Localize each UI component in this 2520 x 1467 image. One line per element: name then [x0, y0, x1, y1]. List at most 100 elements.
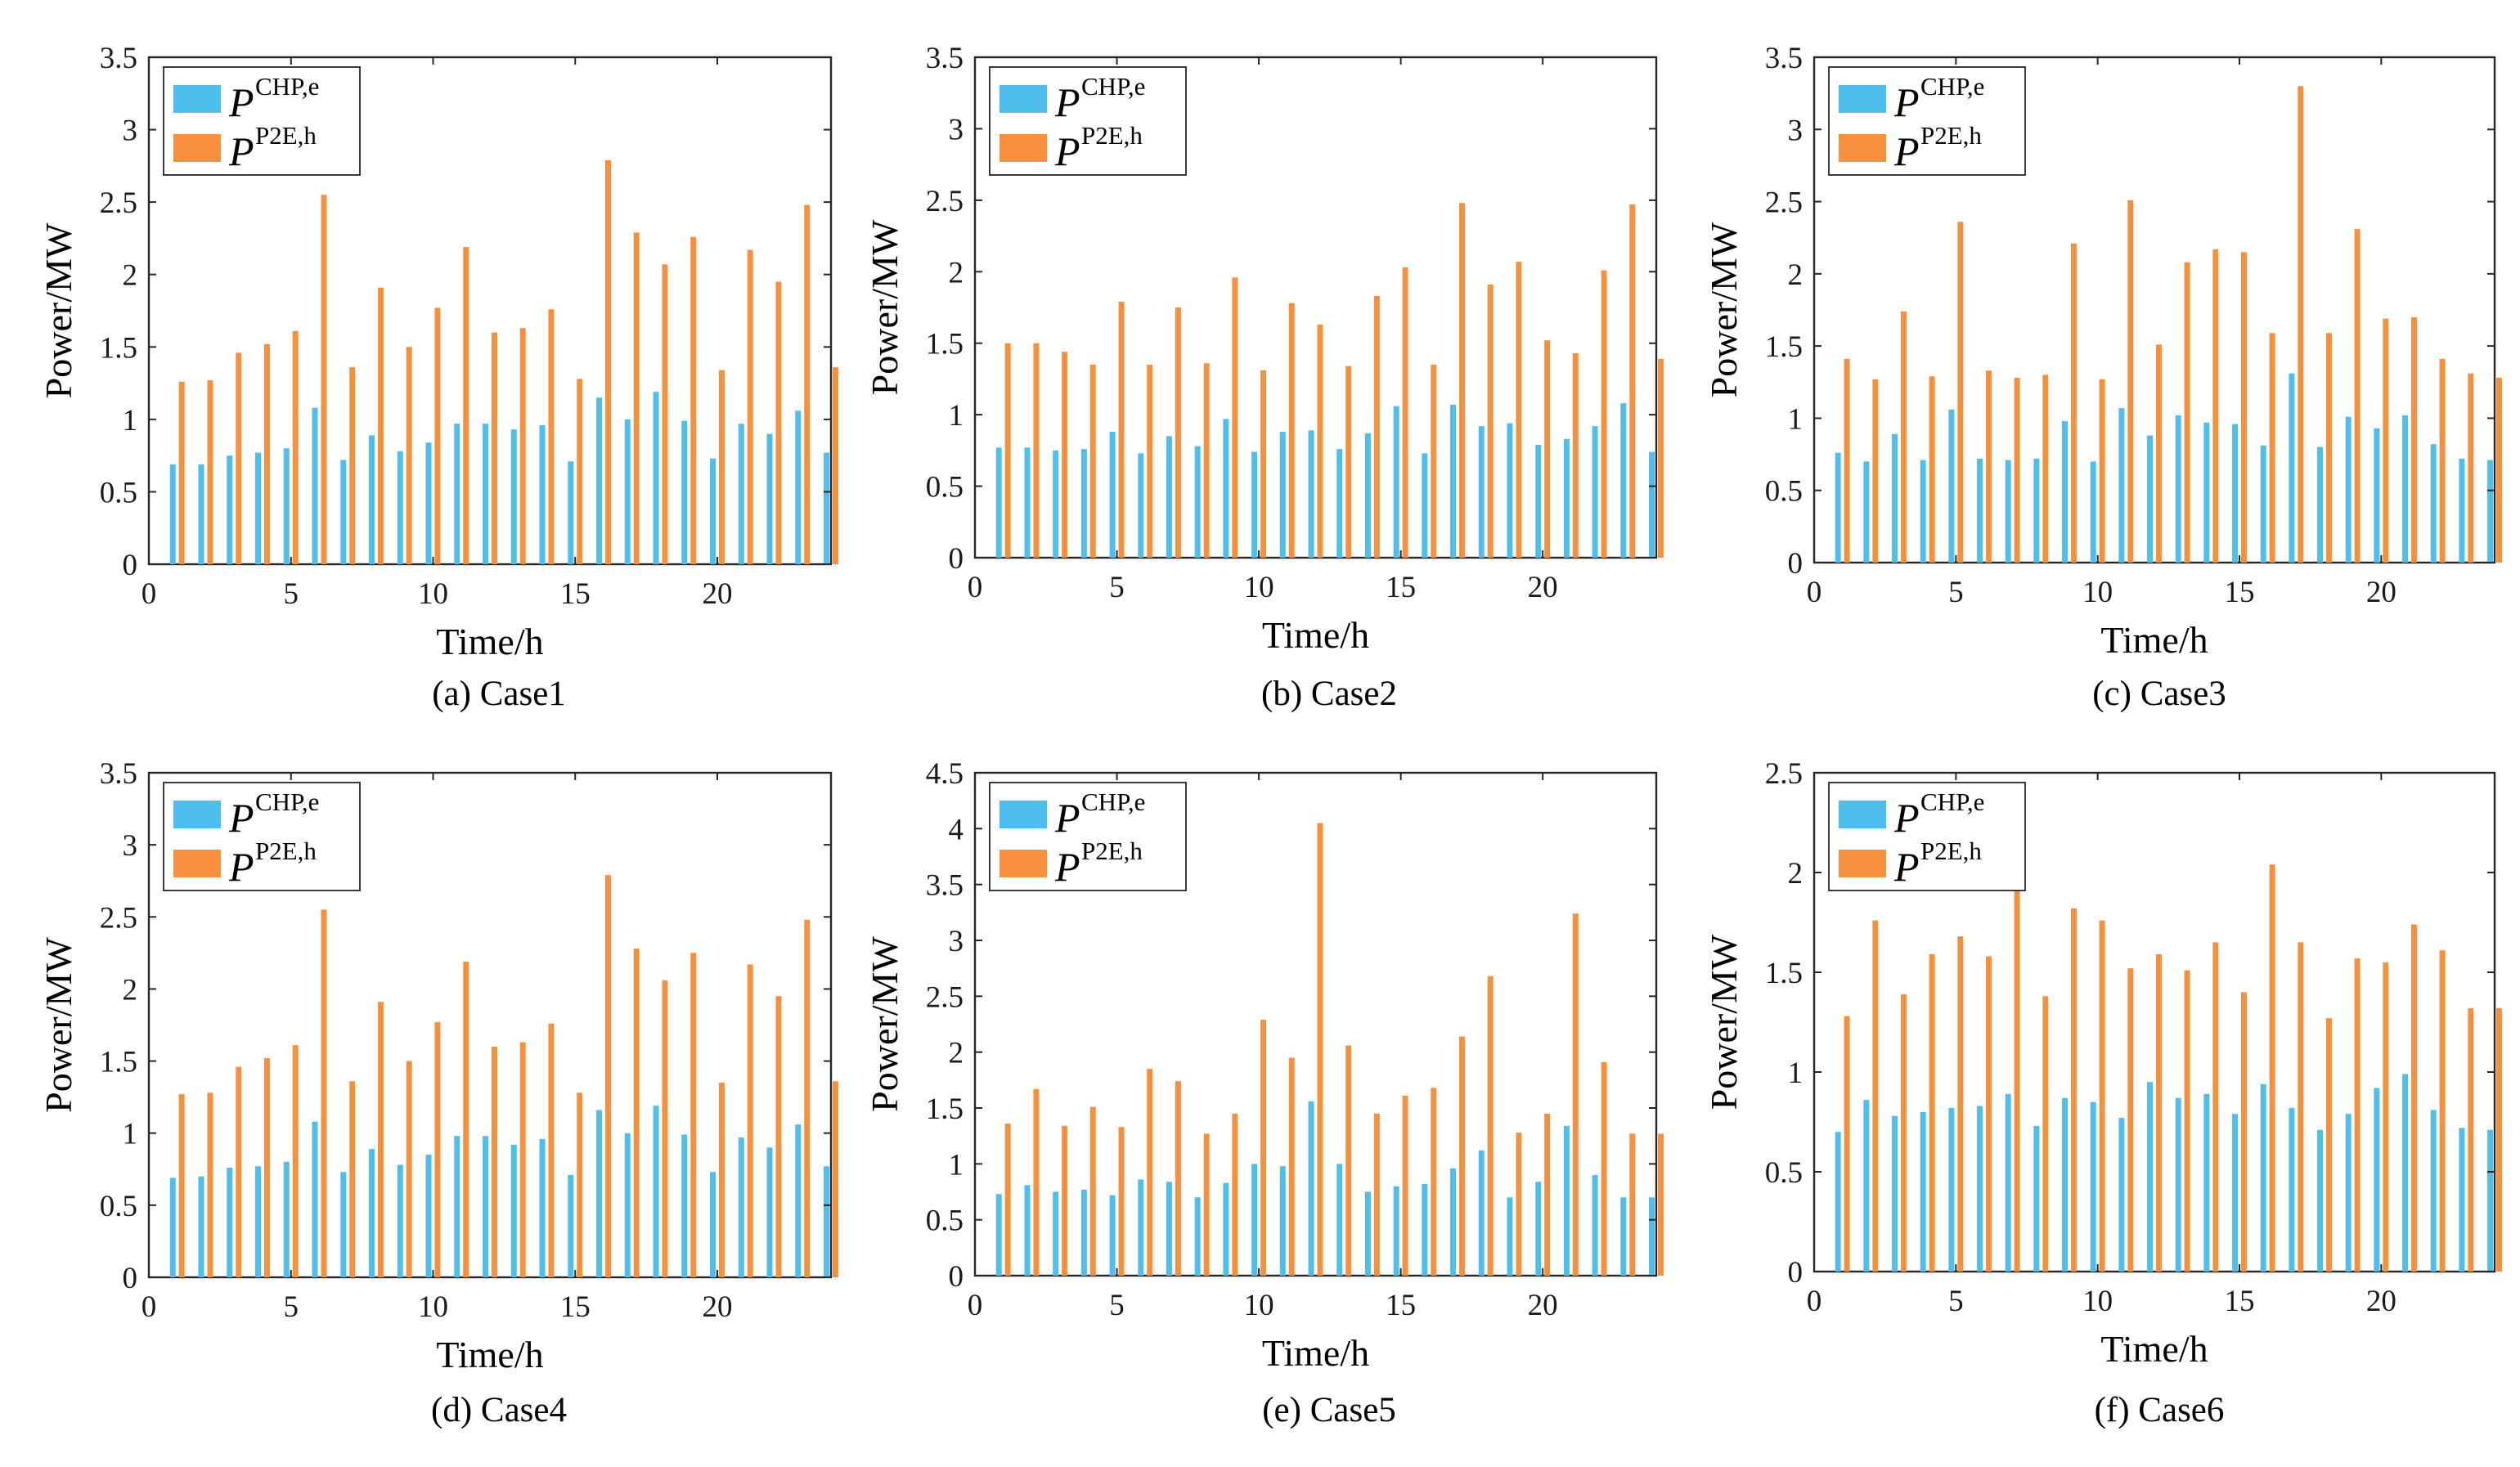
panel-caption: (f) Case6 [2095, 1391, 2225, 1429]
bar-p2e-t8 [2042, 996, 2049, 1272]
bar-chp-t16 [596, 1110, 602, 1277]
bar-p2e-t21 [1572, 913, 1579, 1276]
y-tick-label: 2.5 [100, 901, 137, 935]
bar-p2e-t22 [2439, 950, 2446, 1272]
bar-p2e-t20 [1544, 340, 1551, 558]
legend-label-p2e: P2E,h [1081, 121, 1143, 150]
bar-chp-t12 [2147, 435, 2153, 563]
bar-p2e-t7 [349, 1081, 356, 1277]
bar-chp-t14 [2203, 1093, 2210, 1272]
y-axis-label: Power/MW [864, 936, 905, 1112]
x-tick-label: 0 [1807, 1285, 1822, 1318]
legend-swatch-p2e [173, 850, 221, 877]
bar-chp-t18 [1478, 426, 1485, 558]
x-tick-label: 5 [1109, 1289, 1125, 1322]
y-tick-label: 3.5 [100, 42, 137, 75]
bar-chp-t18 [1478, 1150, 1485, 1276]
bar-p2e-t16 [1431, 364, 1437, 558]
bar-p2e-t5 [1118, 1127, 1125, 1276]
legend-symbol-p2e: P [1054, 128, 1080, 174]
bar-chp-t8 [2033, 1125, 2040, 1272]
bar-p2e-t10 [434, 307, 441, 564]
bar-p2e-t22 [1601, 1061, 1607, 1276]
bar-chp-t20 [710, 458, 716, 564]
y-axis-label: Power/MW [1703, 222, 1745, 397]
bar-p2e-t17 [1459, 203, 1465, 558]
legend-label-chp: CHP,e [1920, 72, 1984, 101]
legend-label-p2e: P2E,h [1920, 121, 1982, 150]
bar-p2e-t8 [1203, 363, 1210, 558]
legend-symbol-p2e: P [1893, 844, 1920, 890]
bar-chp-t8 [369, 1149, 375, 1277]
bar-chp-t14 [1364, 1191, 1371, 1276]
bar-chp-t12 [1308, 430, 1314, 558]
bar-p2e-t5 [1118, 302, 1125, 558]
y-tick-label: 3.5 [1765, 42, 1803, 75]
y-tick-label: 2 [123, 259, 138, 293]
y-tick-label: 0.5 [100, 476, 137, 509]
bar-p2e-t6 [1986, 956, 1992, 1272]
bar-chp-t13 [1336, 1164, 1343, 1276]
bar-p2e-t1 [178, 381, 185, 564]
bar-p2e-t6 [1147, 364, 1153, 558]
bar-p2e-t14 [1373, 296, 1380, 558]
bar-p2e-t21 [2411, 924, 2417, 1272]
bar-chp-t11 [454, 424, 460, 564]
bar-p2e-t19 [2354, 958, 2361, 1272]
panel-caption: (b) Case2 [1261, 675, 1397, 713]
bar-chp-t3 [227, 455, 233, 564]
bar-p2e-t15 [1402, 1095, 1408, 1276]
bar-chp-t5 [1948, 409, 1955, 563]
y-tick-label: 0.5 [100, 1190, 137, 1223]
bar-p2e-t4 [264, 1058, 270, 1277]
bar-p2e-t5 [1957, 222, 1964, 563]
x-tick-label: 15 [1386, 571, 1416, 604]
bar-p2e-t9 [406, 347, 412, 564]
bar-chp-t23 [795, 1124, 802, 1277]
bar-p2e-t13 [1345, 366, 1352, 558]
bar-p2e-t14 [2212, 942, 2219, 1272]
y-tick-label: 1 [123, 1118, 138, 1151]
bar-p2e-t15 [2241, 992, 2247, 1272]
y-tick-label: 0 [949, 1260, 964, 1294]
bar-p2e-t17 [2298, 86, 2304, 563]
bar-chp-t11 [454, 1136, 460, 1277]
bar-chp-t10 [425, 1155, 432, 1277]
bar-chp-t8 [2033, 458, 2040, 563]
bar-chp-t15 [2232, 424, 2238, 563]
bar-chp-t13 [510, 1144, 517, 1277]
x-tick-label: 20 [2366, 576, 2396, 609]
bar-chp-t6 [1977, 458, 1983, 563]
bar-chp-t4 [1080, 449, 1087, 558]
bar-p2e-t12 [1317, 823, 1323, 1276]
x-tick-label: 5 [1948, 576, 1964, 609]
y-tick-label: 0 [123, 549, 138, 582]
bar-chp-t1 [169, 1178, 176, 1277]
bar-p2e-t13 [519, 1042, 526, 1277]
x-tick-label: 10 [2082, 576, 2113, 609]
bar-p2e-t22 [2439, 359, 2446, 563]
y-tick-label: 1 [1788, 1057, 1804, 1090]
bar-chp-t9 [1223, 419, 1229, 558]
y-tick-label: 1.5 [100, 1046, 137, 1079]
bar-p2e-t18 [662, 264, 668, 564]
legend: P CHP,eP P2E,h [163, 66, 361, 176]
y-tick-label: 0.5 [1765, 475, 1803, 509]
bar-chp-t17 [2289, 1107, 2295, 1272]
bar-chp-t15 [1393, 1186, 1399, 1276]
legend-symbol-p2e: P [228, 844, 254, 890]
bar-chp-t4 [1080, 1189, 1087, 1276]
bar-chp-t23 [1620, 1197, 1627, 1276]
bar-p2e-t7 [2014, 377, 2020, 563]
legend-label-p2e: P2E,h [1081, 837, 1143, 865]
bar-p2e-t15 [1402, 267, 1408, 558]
chart-panel-2: 0 0.5 1 1.5 2 2.5 3 3.5 0 5 10 15 20 Time/h Power/MW (b… [864, 42, 1664, 713]
x-tick-label: 5 [284, 1290, 299, 1324]
y-tick-label: 1 [123, 404, 138, 437]
bar-chp-t5 [283, 448, 290, 564]
bar-p2e-t12 [492, 332, 497, 564]
bar-chp-t8 [1194, 446, 1201, 558]
bar-p2e-t9 [1232, 1113, 1238, 1276]
y-tick-label: 1.5 [926, 328, 964, 361]
bar-chp-t10 [2090, 1101, 2096, 1272]
